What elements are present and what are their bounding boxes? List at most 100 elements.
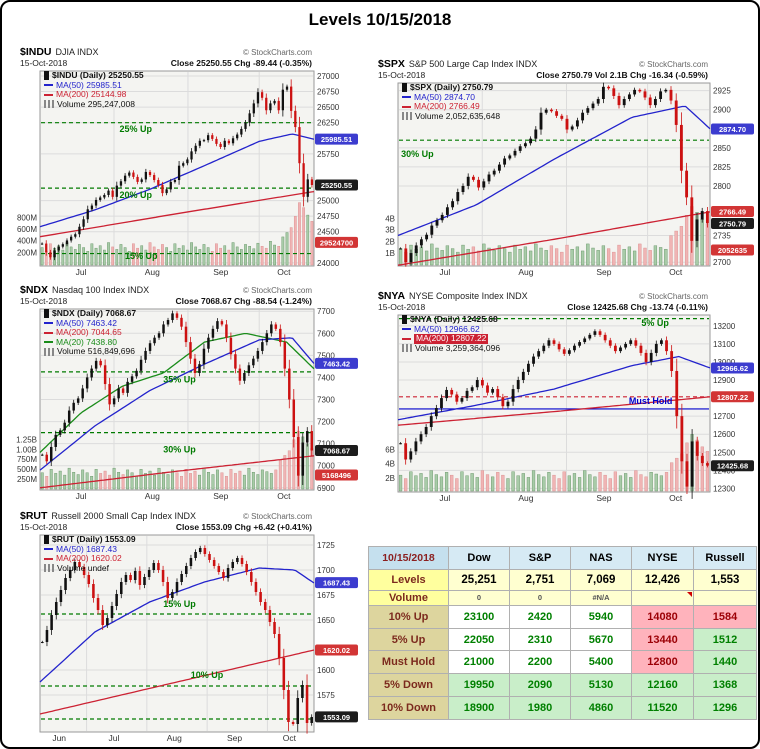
- table-row-label: 5% Down: [368, 673, 449, 698]
- table-cell: 12800: [631, 650, 694, 675]
- svg-text:26250: 26250: [317, 119, 340, 128]
- svg-text:26500: 26500: [317, 103, 340, 112]
- svg-text:Sep: Sep: [213, 491, 228, 501]
- svg-text:27000: 27000: [317, 72, 340, 81]
- svg-text:25750: 25750: [317, 150, 340, 159]
- svg-text:Sep: Sep: [227, 733, 242, 743]
- svg-text:25250.55: 25250.55: [321, 181, 352, 190]
- table-cell: 1,553: [693, 568, 757, 591]
- chart-panel-rut: $RUT Russell 2000 Small Cap Index INDX ©…: [10, 510, 360, 744]
- index-name: DJIA INDX: [55, 47, 99, 57]
- index-name: NYSE Composite Index INDX: [409, 291, 528, 301]
- chart-date: 15-Oct-2018: [20, 58, 68, 68]
- svg-text:2800: 2800: [713, 182, 731, 191]
- stockcharts-credit-link[interactable]: © StockCharts.com: [638, 292, 708, 301]
- table-cell: 2,751: [509, 568, 571, 591]
- table-cell: 4860: [570, 696, 632, 720]
- svg-text:4B: 4B: [385, 214, 395, 223]
- svg-text:2925: 2925: [713, 87, 731, 96]
- svg-text:Aug: Aug: [518, 267, 533, 277]
- svg-text:Sep: Sep: [596, 267, 611, 277]
- table-cell: 2200: [509, 650, 571, 675]
- table-cell: 7,069: [570, 568, 632, 591]
- svg-text:Jul: Jul: [109, 733, 120, 743]
- table-cell: 18900: [448, 696, 510, 720]
- chart-quote-line: 15-Oct-2018 Close 12425.68 Chg -13.74 (-…: [368, 302, 756, 313]
- table-cell: [693, 589, 757, 606]
- svg-text:10% Up: 10% Up: [191, 670, 224, 680]
- svg-text:1687.43: 1687.43: [323, 579, 350, 588]
- stockcharts-credit-link[interactable]: © StockCharts.com: [242, 512, 312, 521]
- svg-text:29524700: 29524700: [320, 238, 353, 247]
- table-row-label: Levels: [368, 568, 449, 591]
- svg-text:1700: 1700: [317, 566, 335, 575]
- svg-text:Aug: Aug: [145, 267, 160, 277]
- svg-text:7300: 7300: [317, 396, 335, 405]
- table-cell: 25,251: [448, 568, 510, 591]
- svg-text:600M: 600M: [17, 225, 37, 234]
- chart-date: 15-Oct-2018: [20, 296, 68, 306]
- ticker-symbol: $RUT: [20, 510, 48, 522]
- svg-text:1650: 1650: [317, 616, 335, 625]
- chart-quote: Close 7068.67 Chg -88.54 (-1.24%): [175, 296, 312, 306]
- table-cell: 22050: [448, 627, 510, 652]
- table-cell: 23100: [448, 604, 510, 629]
- table-cell: [631, 589, 694, 606]
- svg-text:2750.79: 2750.79: [719, 219, 746, 228]
- table-cell: 0: [509, 589, 571, 606]
- table-row-label: 5% Up: [368, 627, 449, 652]
- svg-text:15% Up: 15% Up: [125, 251, 158, 261]
- ticker-symbol: $NDX: [20, 284, 49, 296]
- svg-text:Sep: Sep: [213, 267, 228, 277]
- svg-text:2735: 2735: [713, 232, 731, 241]
- table-row-label: 10% Down: [368, 696, 449, 720]
- ticker-symbol: $NYA: [378, 290, 406, 302]
- svg-text:7463.42: 7463.42: [323, 359, 350, 368]
- svg-text:12900: 12900: [713, 376, 736, 385]
- svg-text:1553.09: 1553.09: [323, 713, 350, 722]
- table-header-row: 10/15/2018 Dow S&P NAS NYSE Russell: [368, 546, 757, 570]
- svg-text:4B: 4B: [385, 460, 395, 469]
- index-name: Russell 2000 Small Cap Index INDX: [51, 511, 196, 521]
- svg-text:7400: 7400: [317, 373, 335, 382]
- table-column-header: S&P: [509, 546, 571, 570]
- table-row-label: Volume: [368, 589, 449, 606]
- chart-panel-indu: $INDU DJIA INDX © StockCharts.com 15-Oct…: [10, 46, 360, 278]
- svg-text:Jul: Jul: [76, 491, 87, 501]
- chart-quote-line: 15-Oct-2018 Close 7068.67 Chg -88.54 (-1…: [10, 296, 360, 307]
- table-cell: 5130: [570, 673, 632, 698]
- table-column-header: NYSE: [631, 546, 694, 570]
- table-cell: 12160: [631, 673, 694, 698]
- svg-text:2900: 2900: [713, 106, 731, 115]
- table-cell: 2090: [509, 673, 571, 698]
- stockcharts-credit-link[interactable]: © StockCharts.com: [638, 60, 708, 69]
- chart-header-ndx: $NDX Nasdaq 100 Index INDX © StockCharts…: [10, 284, 360, 296]
- svg-text:5% Up: 5% Up: [641, 318, 669, 328]
- stockcharts-credit-link[interactable]: © StockCharts.com: [242, 48, 312, 57]
- svg-text:25985.51: 25985.51: [321, 135, 352, 144]
- chart-quote: Close 1553.09 Chg +6.42 (+0.41%): [175, 522, 312, 532]
- table-cell: 12,426: [631, 568, 694, 591]
- chart-quote: Close 2750.79 Vol 2.1B Chg -16.34 (-0.59…: [536, 70, 708, 80]
- svg-text:30% Up: 30% Up: [401, 149, 434, 159]
- table-row: 5% Up 22050 2310 5670 13440 1512: [368, 627, 757, 652]
- svg-text:24750: 24750: [317, 212, 340, 221]
- chart-quote-line: 15-Oct-2018 Close 25250.55 Chg -89.44 (-…: [10, 58, 360, 69]
- svg-text:7068.67: 7068.67: [323, 447, 350, 456]
- stockcharts-credit-link[interactable]: © StockCharts.com: [242, 286, 312, 295]
- svg-text:750M: 750M: [17, 455, 37, 464]
- table-cell: 2420: [509, 604, 571, 629]
- table-row: Must Hold 21000 2200 5400 12800 1440: [368, 650, 757, 675]
- svg-text:12425.68: 12425.68: [717, 462, 748, 471]
- chart-panel-spx: $SPX S&P 500 Large Cap Index INDX © Stoc…: [368, 58, 756, 278]
- table-cell: 1512: [693, 627, 757, 652]
- svg-text:1B: 1B: [385, 249, 395, 258]
- svg-text:35% Up: 35% Up: [163, 374, 196, 384]
- chart-date: 15-Oct-2018: [378, 302, 426, 312]
- svg-text:7700: 7700: [317, 307, 335, 316]
- chart-quote: Close 25250.55 Chg -89.44 (-0.35%): [170, 58, 312, 68]
- svg-text:Oct: Oct: [669, 493, 683, 503]
- svg-text:Jul: Jul: [439, 267, 450, 277]
- svg-text:5168496: 5168496: [322, 471, 351, 480]
- price-chart-spx: 2925 2900 2850 2825 2800 2735 2700 30% Up 2874.7…: [385, 82, 754, 277]
